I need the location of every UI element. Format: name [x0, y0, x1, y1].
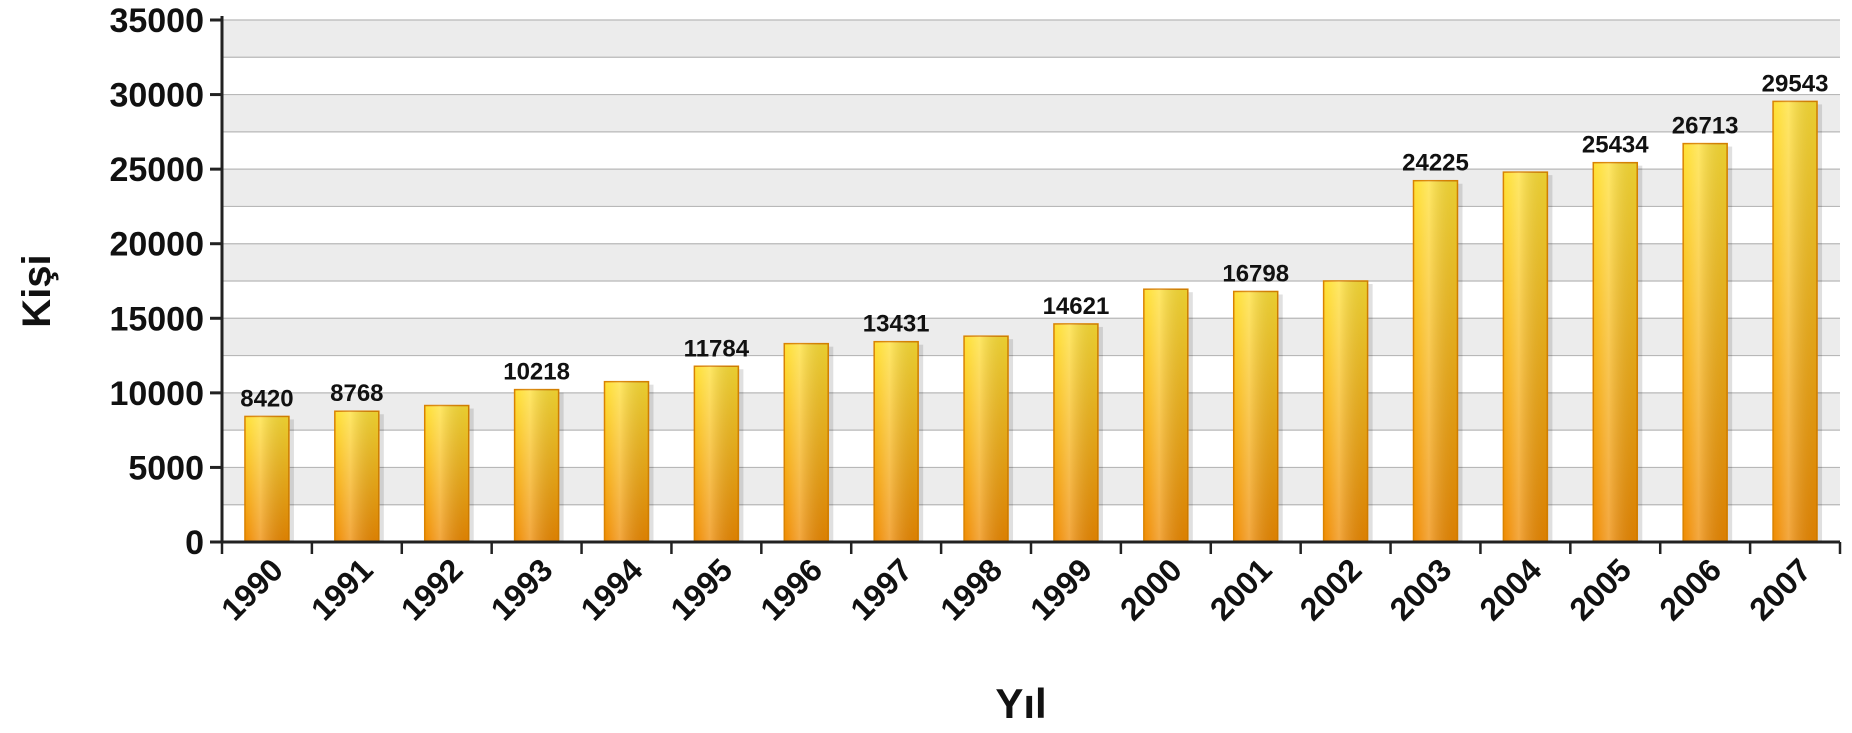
bar-2002 — [1322, 280, 1373, 543]
data-label-2001: 16798 — [1222, 260, 1289, 287]
y-axis-title: Kişi — [15, 254, 59, 327]
grid-band — [222, 169, 1840, 207]
bar-1996 — [783, 342, 834, 543]
bar-2007 — [1772, 100, 1823, 543]
x-tick-label-1991: 1991 — [304, 551, 380, 627]
x-tick-label-1999: 1999 — [1023, 551, 1099, 627]
x-tick-label-2007: 2007 — [1742, 551, 1818, 627]
x-tick-label-1990: 1990 — [214, 551, 290, 627]
y-tick-label: 35000 — [109, 2, 204, 40]
data-label-1993: 10218 — [503, 359, 570, 386]
y-tick-label: 20000 — [109, 226, 204, 264]
bar-1990 — [244, 415, 294, 543]
bar-1994 — [603, 380, 654, 543]
x-tick-label-1993: 1993 — [484, 551, 560, 627]
x-tick-label-2003: 2003 — [1383, 551, 1459, 627]
bar-1993 — [513, 388, 564, 543]
data-label-2007: 29543 — [1762, 70, 1829, 97]
bar-2000 — [1143, 288, 1193, 543]
data-label-1997: 13431 — [863, 311, 930, 338]
grid-band — [222, 318, 1840, 356]
x-tick-label-1995: 1995 — [664, 551, 740, 627]
grid-band — [222, 243, 1840, 281]
bar-2004 — [1502, 171, 1553, 543]
x-tick-label-2005: 2005 — [1562, 551, 1638, 627]
y-tick-label: 30000 — [109, 77, 204, 115]
x-tick-label-1994: 1994 — [574, 551, 650, 627]
data-label-1999: 14621 — [1043, 293, 1110, 320]
data-label-1995: 11784 — [684, 335, 750, 362]
y-tick-label: 0 — [185, 524, 204, 562]
bar-1992 — [423, 404, 474, 543]
x-axis-title: Yıl — [995, 680, 1046, 727]
data-label-1991: 8768 — [330, 380, 383, 407]
data-label-2003: 24225 — [1402, 150, 1469, 177]
bar-2003 — [1412, 179, 1463, 543]
x-tick-label-1992: 1992 — [394, 551, 470, 627]
y-tick-label: 15000 — [109, 300, 204, 338]
x-tick-label-2001: 2001 — [1203, 551, 1279, 627]
x-tick-label-2004: 2004 — [1473, 551, 1549, 627]
bar-1995 — [693, 365, 744, 543]
bar-2005 — [1592, 161, 1643, 543]
y-tick-label: 25000 — [109, 151, 204, 189]
y-tick-label: 5000 — [128, 449, 204, 487]
x-tick-label-1997: 1997 — [843, 551, 919, 627]
data-label-2006: 26713 — [1672, 113, 1739, 140]
bar-1998 — [963, 335, 1014, 543]
x-tick-label-2000: 2000 — [1113, 551, 1189, 627]
x-tick-label-1996: 1996 — [753, 551, 829, 627]
bar-1997 — [873, 340, 924, 543]
data-label-2005: 25434 — [1582, 132, 1649, 159]
bar-2001 — [1232, 290, 1283, 543]
x-tick-label-2002: 2002 — [1293, 551, 1369, 627]
grid-band — [222, 392, 1840, 431]
grid-band — [222, 467, 1840, 505]
bar-1991 — [334, 410, 384, 543]
bar-2006 — [1682, 142, 1733, 543]
bar-1999 — [1053, 323, 1103, 543]
x-tick-label-2006: 2006 — [1652, 551, 1728, 627]
y-tick-label: 10000 — [109, 375, 204, 413]
data-label-1990: 8420 — [240, 385, 293, 412]
grid-band — [222, 94, 1840, 132]
x-tick-label-1998: 1998 — [933, 551, 1009, 627]
grid-band — [222, 20, 1840, 58]
